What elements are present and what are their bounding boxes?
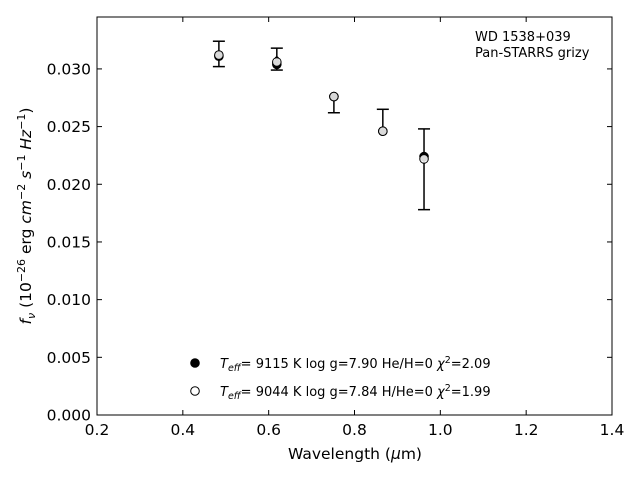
annotation-line-2: Pan-STARRS grizy	[475, 46, 590, 61]
annotation-line-1: WD 1538+039	[475, 30, 571, 45]
legend-1-logg: log g=7.90	[306, 357, 378, 372]
x-tick-label: 0.6	[256, 421, 281, 439]
x-tick-label: 1.4	[600, 421, 625, 439]
y-axis-title: fν (10−26 erg cm−2 s−1 Hz−1)	[15, 108, 38, 325]
y-tick-label: 0.020	[47, 176, 91, 194]
y-tick-label: 0.015	[47, 233, 91, 251]
y-tick-label: 0.025	[47, 118, 91, 136]
model-point-open	[329, 91, 339, 102]
x-tick-label: 1.0	[428, 421, 453, 439]
x-axis-title: Wavelength (μm)	[288, 445, 422, 463]
legend-marker-open	[190, 386, 200, 396]
y-tick-label: 0.030	[47, 60, 91, 78]
legend: Teff= 9115 K log g=7.90 He/H=0 χ2=2.09 T…	[190, 355, 491, 402]
x-tick-label: 0.2	[85, 421, 110, 439]
error-bars	[212, 40, 431, 211]
x-tick-label: 0.8	[342, 421, 367, 439]
y-axis: 0.000 0.005 0.010 0.015 0.020 0.025 0.030	[47, 60, 612, 425]
legend-2-comp: H/He=0	[382, 385, 433, 400]
data-markers	[214, 50, 429, 164]
legend-2-teff: 9044 K	[256, 385, 302, 400]
y-tick-label: 0.005	[47, 349, 91, 367]
x-tick-label: 1.2	[514, 421, 539, 439]
legend-1-chi2: =2.09	[451, 357, 491, 372]
legend-1-comp: He/H=0	[382, 357, 433, 372]
legend-marker-filled	[190, 358, 200, 368]
model-point-open	[378, 126, 388, 137]
legend-entry-2: Teff= 9044 K log g=7.84 H/He=0 χ2=1.99	[220, 383, 491, 402]
y-tick-label: 0.010	[47, 291, 91, 309]
model-point-open	[214, 50, 224, 60]
x-axis: 0.2 0.4 0.6 0.8 1.0 1.2 1.4	[85, 17, 625, 439]
legend-1-teff: 9115 K	[256, 357, 302, 372]
y-tick-label: 0.000	[47, 407, 91, 425]
model-point-open	[272, 57, 282, 67]
plot-frame	[96, 16, 613, 416]
x-tick-label: 0.4	[171, 421, 196, 439]
model-point-open	[419, 154, 429, 164]
legend-2-logg: log g=7.84	[306, 385, 378, 400]
legend-entry-1: Teff= 9115 K log g=7.90 He/H=0 χ2=2.09	[220, 355, 491, 374]
legend-2-chi2: =1.99	[451, 385, 491, 400]
